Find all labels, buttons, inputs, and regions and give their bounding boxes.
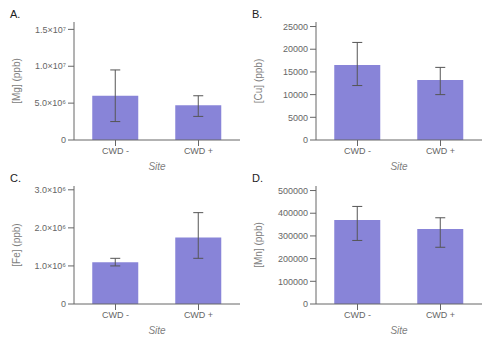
svg-text:0: 0 xyxy=(303,299,308,309)
svg-text:CWD -: CWD - xyxy=(344,310,371,320)
svg-text:[Fe] (ppb): [Fe] (ppb) xyxy=(11,223,22,266)
svg-text:CWD -: CWD - xyxy=(344,146,371,156)
html-text:A.: A. xyxy=(10,8,21,20)
svg-text:CWD +: CWD + xyxy=(184,146,213,156)
svg-text:CWD -: CWD - xyxy=(102,310,129,320)
svg-text:[Mg] (ppb): [Mg] (ppb) xyxy=(11,58,22,104)
svg-text:10000: 10000 xyxy=(283,90,308,100)
svg-text:0: 0 xyxy=(61,299,66,309)
svg-text:CWD +: CWD + xyxy=(426,146,455,156)
html-text:B.: B. xyxy=(252,8,263,20)
svg-text:5.0×10⁶: 5.0×10⁶ xyxy=(35,98,67,108)
svg-text:Site: Site xyxy=(148,161,166,172)
svg-text:2.0×10⁶: 2.0×10⁶ xyxy=(35,223,67,233)
svg-text:CWD -: CWD - xyxy=(102,146,129,156)
svg-text:Site: Site xyxy=(390,325,408,336)
svg-text:100000: 100000 xyxy=(278,277,308,287)
svg-text:15000: 15000 xyxy=(283,67,308,77)
svg-text:1.5×10⁷: 1.5×10⁷ xyxy=(35,25,66,35)
svg-text:3.0×10⁶: 3.0×10⁶ xyxy=(35,185,67,195)
svg-text:200000: 200000 xyxy=(278,254,308,264)
svg-text:[Cu] (ppb): [Cu] (ppb) xyxy=(253,59,264,103)
svg-text:Site: Site xyxy=(390,161,408,172)
html-text:D.: D. xyxy=(252,172,263,184)
svg-text:25000: 25000 xyxy=(283,22,308,32)
html-text:C.: C. xyxy=(10,172,21,184)
svg-text:CWD +: CWD + xyxy=(426,310,455,320)
svg-text:1.0×10⁷: 1.0×10⁷ xyxy=(35,61,66,71)
svg-text:[Mn] (ppb): [Mn] (ppb) xyxy=(253,222,264,268)
svg-text:20000: 20000 xyxy=(283,44,308,54)
svg-text:300000: 300000 xyxy=(278,231,308,241)
svg-text:0: 0 xyxy=(303,135,308,145)
svg-text:Site: Site xyxy=(148,325,166,336)
svg-text:1.0×10⁶: 1.0×10⁶ xyxy=(35,261,67,271)
svg-text:400000: 400000 xyxy=(278,208,308,218)
svg-text:0: 0 xyxy=(61,135,66,145)
svg-text:5000: 5000 xyxy=(288,113,308,123)
svg-text:CWD +: CWD + xyxy=(184,310,213,320)
svg-text:500000: 500000 xyxy=(278,186,308,196)
